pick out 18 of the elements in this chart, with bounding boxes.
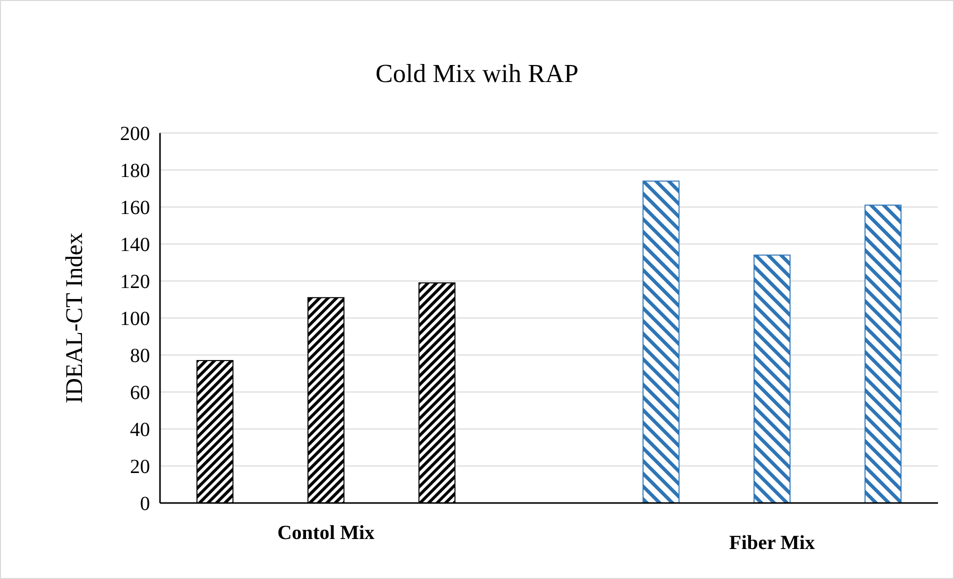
bar	[754, 254, 791, 504]
y-tick-label: 100	[120, 308, 150, 330]
y-axis-title: IDEAL-CT Index	[62, 232, 88, 404]
y-tick-label: 120	[120, 271, 150, 293]
bar	[864, 204, 902, 504]
x-tick-label: Fiber Mix	[729, 532, 815, 554]
y-tick-label: 40	[130, 419, 150, 441]
y-tick-label: 180	[120, 160, 150, 182]
y-tick-label: 160	[120, 197, 150, 219]
y-tick-label: 20	[130, 456, 150, 478]
y-tick-label: 200	[120, 123, 150, 145]
y-tick-label: 140	[120, 234, 150, 256]
x-tick-label: Contol Mix	[277, 522, 375, 544]
chart-title: Cold Mix wih RAP	[376, 59, 578, 88]
y-tick-label: 80	[130, 345, 150, 367]
y-tick-label: 0	[140, 493, 150, 515]
y-tick-label: 60	[130, 382, 150, 404]
bar	[642, 180, 680, 504]
